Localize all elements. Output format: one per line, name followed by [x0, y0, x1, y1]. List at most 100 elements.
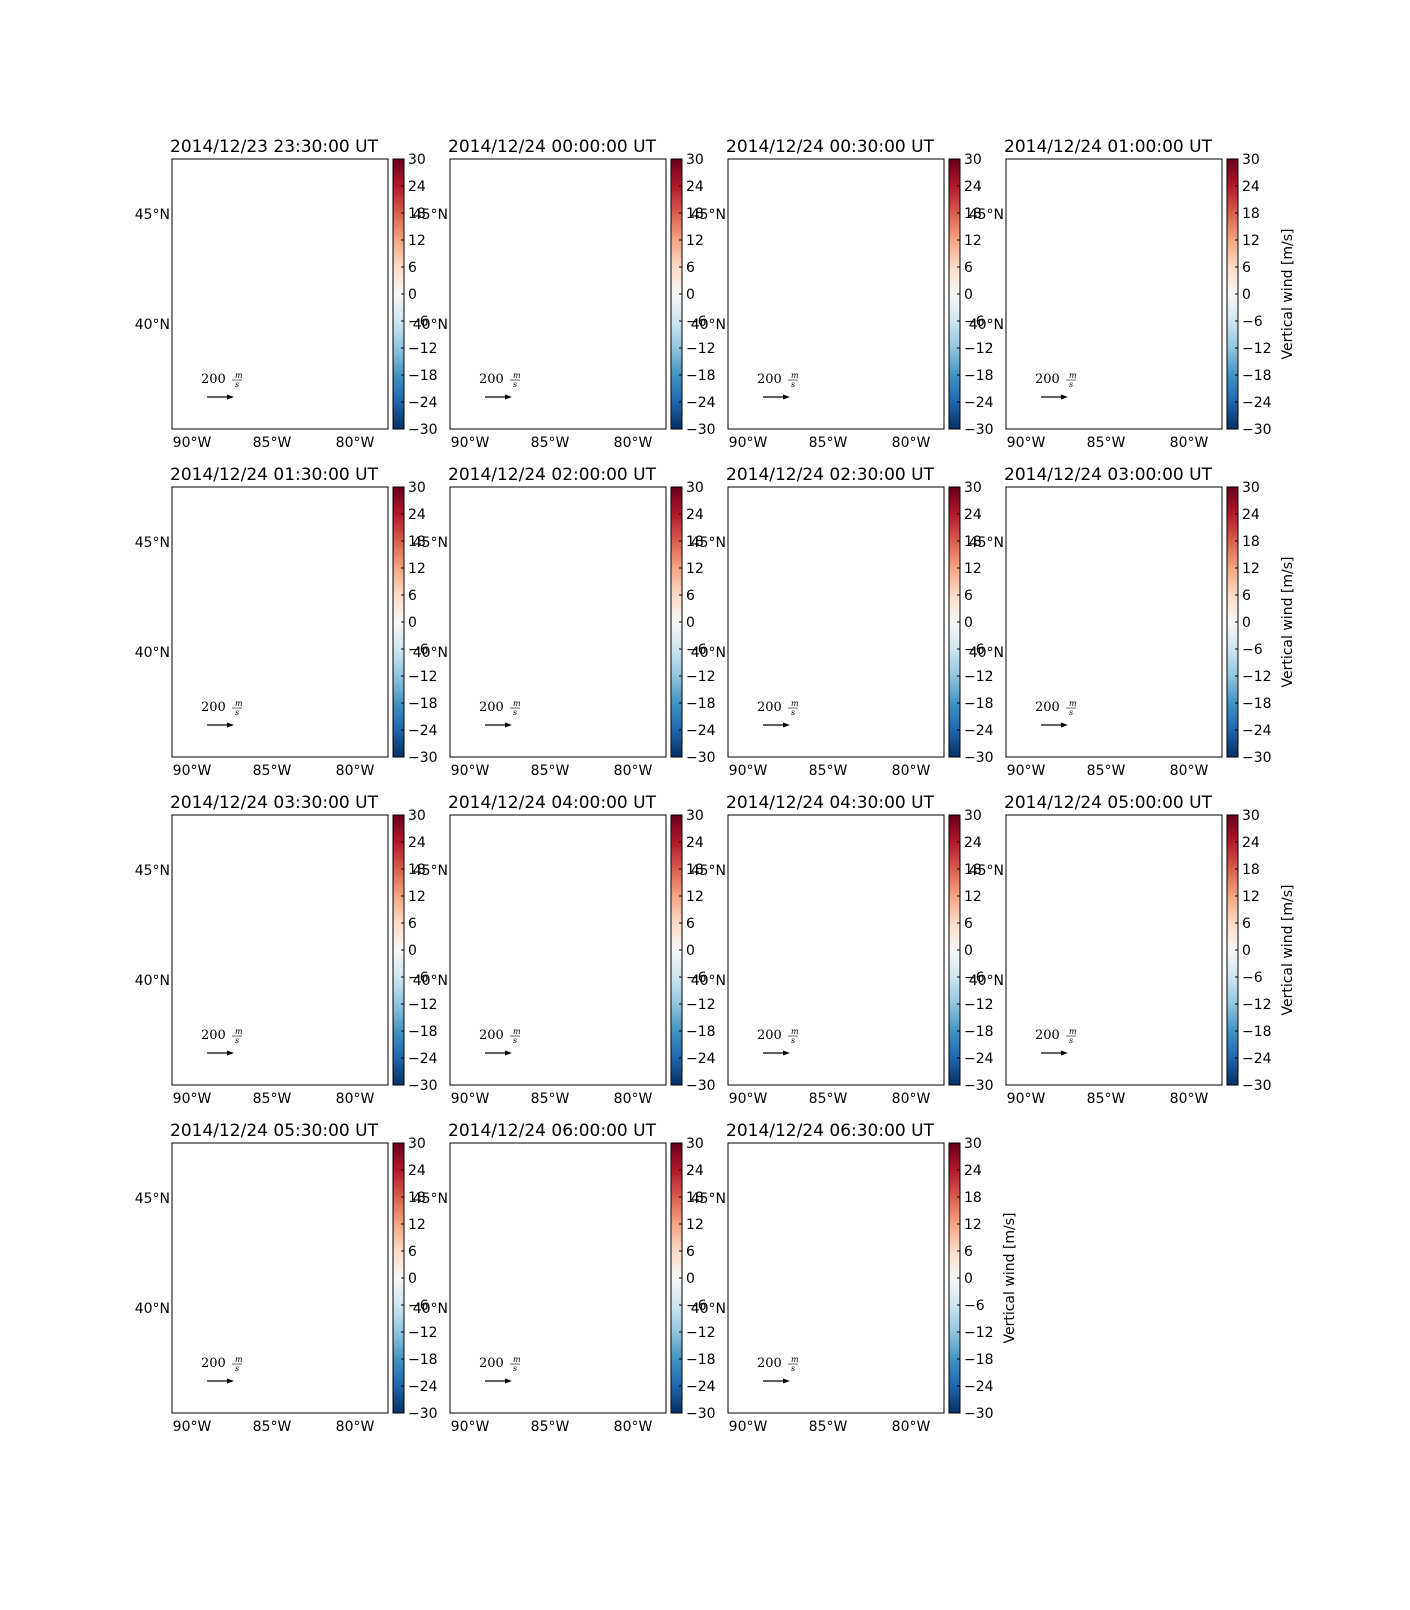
panel-title: 2014/12/24 05:30:00 UT — [170, 1121, 379, 1141]
colorbar-tick-label: 12 — [686, 1217, 704, 1233]
colorbar-tick-label: 0 — [1242, 615, 1251, 631]
colorbar-tick-label: 18 — [686, 534, 704, 550]
colorbar-tick-label: 0 — [686, 1271, 695, 1287]
colorbar-tick-label: 6 — [964, 1244, 973, 1260]
scale-unit-num: m — [513, 1027, 521, 1036]
colorbar-tick-label: 18 — [964, 206, 982, 222]
scale-arrow-label: 200 — [479, 700, 504, 715]
lat-tick-label: 45°N — [969, 207, 1004, 223]
colorbar-tick-label: −24 — [686, 1379, 716, 1395]
lon-tick-label: 90°W — [451, 1419, 490, 1435]
scale-arrow-head — [505, 722, 512, 728]
scale-arrow-label: 200 — [757, 372, 782, 387]
colorbar-tick-label: −12 — [964, 1325, 994, 1341]
scale-unit-den: s — [1069, 1036, 1073, 1045]
scale-unit-num: m — [513, 1355, 521, 1364]
colorbar-tick-label: −18 — [686, 1024, 716, 1040]
lon-tick-label: 90°W — [729, 1091, 768, 1107]
colorbar-tick-label: −30 — [408, 1406, 438, 1422]
colorbar-label: Vertical wind [m/s] — [1280, 229, 1296, 360]
colorbar-tick-label: 18 — [686, 1190, 704, 1206]
colorbar-tick-label: −6 — [1242, 970, 1263, 986]
colorbar-tick-label: 12 — [1242, 233, 1260, 249]
colorbar-tick-label: −24 — [964, 395, 994, 411]
lon-tick-label: 85°W — [809, 435, 848, 451]
lon-tick-label: 80°W — [892, 763, 931, 779]
scale-unit-den: s — [791, 708, 795, 717]
colorbar-tick-label: −6 — [408, 1298, 429, 1314]
lat-tick-label: 40°N — [969, 317, 1004, 333]
lat-tick-label: 45°N — [135, 1191, 170, 1207]
scale-arrow-head — [227, 1378, 234, 1384]
scale-arrow-label: 200 — [201, 700, 226, 715]
map-frame — [1005, 158, 1223, 430]
lon-tick-label: 80°W — [892, 1419, 931, 1435]
colorbar-tick-label: −30 — [408, 750, 438, 766]
map-frame — [1005, 814, 1223, 1086]
colorbar-tick-label: −12 — [964, 669, 994, 685]
lon-tick-label: 80°W — [614, 1419, 653, 1435]
scale-unit-den: s — [791, 1364, 795, 1373]
colorbar-tick-label: −6 — [964, 1298, 985, 1314]
colorbar-tick-label: 12 — [686, 561, 704, 577]
lon-tick-label: 90°W — [729, 1419, 768, 1435]
colorbar-tick-label: 24 — [1242, 179, 1260, 195]
colorbar-tick-label: −18 — [964, 1352, 994, 1368]
colorbar-tick-label: 30 — [408, 152, 426, 168]
map-frame — [727, 486, 945, 758]
lon-tick-label: 90°W — [1007, 1091, 1046, 1107]
colorbar-tick-label: 12 — [1242, 889, 1260, 905]
scale-unit-den: s — [235, 1036, 239, 1045]
colorbar-tick-label: −6 — [1242, 642, 1263, 658]
map-frame — [171, 486, 389, 758]
colorbar-tick-label: −24 — [964, 1051, 994, 1067]
lon-tick-label: 80°W — [614, 1091, 653, 1107]
lon-tick-label: 80°W — [1170, 1091, 1209, 1107]
lon-tick-label: 80°W — [336, 763, 375, 779]
colorbar-tick-label: 12 — [686, 233, 704, 249]
colorbar-tick-label: 12 — [1242, 561, 1260, 577]
colorbar-tick-label: 12 — [408, 561, 426, 577]
lat-tick-label: 40°N — [691, 645, 726, 661]
colorbar-tick-label: 30 — [964, 480, 982, 496]
colorbar-tick-label: 0 — [964, 287, 973, 303]
colorbar-tick-label: −6 — [964, 642, 985, 658]
scale-unit-den: s — [513, 708, 517, 717]
lat-tick-label: 40°N — [691, 317, 726, 333]
map-panel: 2014/12/24 01:00:00 UT 200 ms 90°W 85°W 80°W 4… — [969, 137, 1296, 451]
lat-tick-label: 40°N — [135, 973, 170, 989]
scale-arrow-label: 200 — [1035, 1028, 1060, 1043]
lat-tick-label: 45°N — [691, 207, 726, 223]
colorbar-tick-label: 6 — [964, 260, 973, 276]
scale-unit-den: s — [513, 380, 517, 389]
colorbar-tick-label: 24 — [1242, 507, 1260, 523]
colorbar-tick-label: −30 — [964, 750, 994, 766]
colorbar-tick-label: −30 — [408, 422, 438, 438]
panel-title: 2014/12/24 05:00:00 UT — [1004, 793, 1213, 813]
panel-title: 2014/12/24 01:30:00 UT — [170, 465, 379, 485]
colorbar-tick-label: −12 — [964, 341, 994, 357]
colorbar-tick-label: 6 — [964, 916, 973, 932]
scale-arrow-label: 200 — [757, 700, 782, 715]
colorbar-tick-label: 0 — [1242, 943, 1251, 959]
scale-unit-num: m — [1069, 699, 1077, 708]
lon-tick-label: 85°W — [253, 1091, 292, 1107]
colorbar-tick-label: 6 — [408, 1244, 417, 1260]
colorbar-tick-label: 6 — [686, 260, 695, 276]
colorbar-tick-label: −12 — [686, 997, 716, 1013]
lon-tick-label: 90°W — [729, 435, 768, 451]
panel-title: 2014/12/24 03:30:00 UT — [170, 793, 379, 813]
panel-title: 2014/12/24 06:00:00 UT — [448, 1121, 657, 1141]
scale-arrow-head — [505, 1050, 512, 1056]
scale-arrow-label: 200 — [757, 1028, 782, 1043]
lat-tick-label: 45°N — [413, 863, 448, 879]
lon-tick-label: 85°W — [253, 1419, 292, 1435]
map-frame — [449, 158, 667, 430]
scale-unit-den: s — [791, 1036, 795, 1045]
map-frame — [171, 814, 389, 1086]
colorbar-tick-label: 30 — [1242, 480, 1260, 496]
colorbar-tick-label: −30 — [686, 422, 716, 438]
scale-unit-den: s — [1069, 708, 1073, 717]
colorbar-tick-label: −30 — [1242, 422, 1272, 438]
colorbar-tick-label: 0 — [408, 615, 417, 631]
